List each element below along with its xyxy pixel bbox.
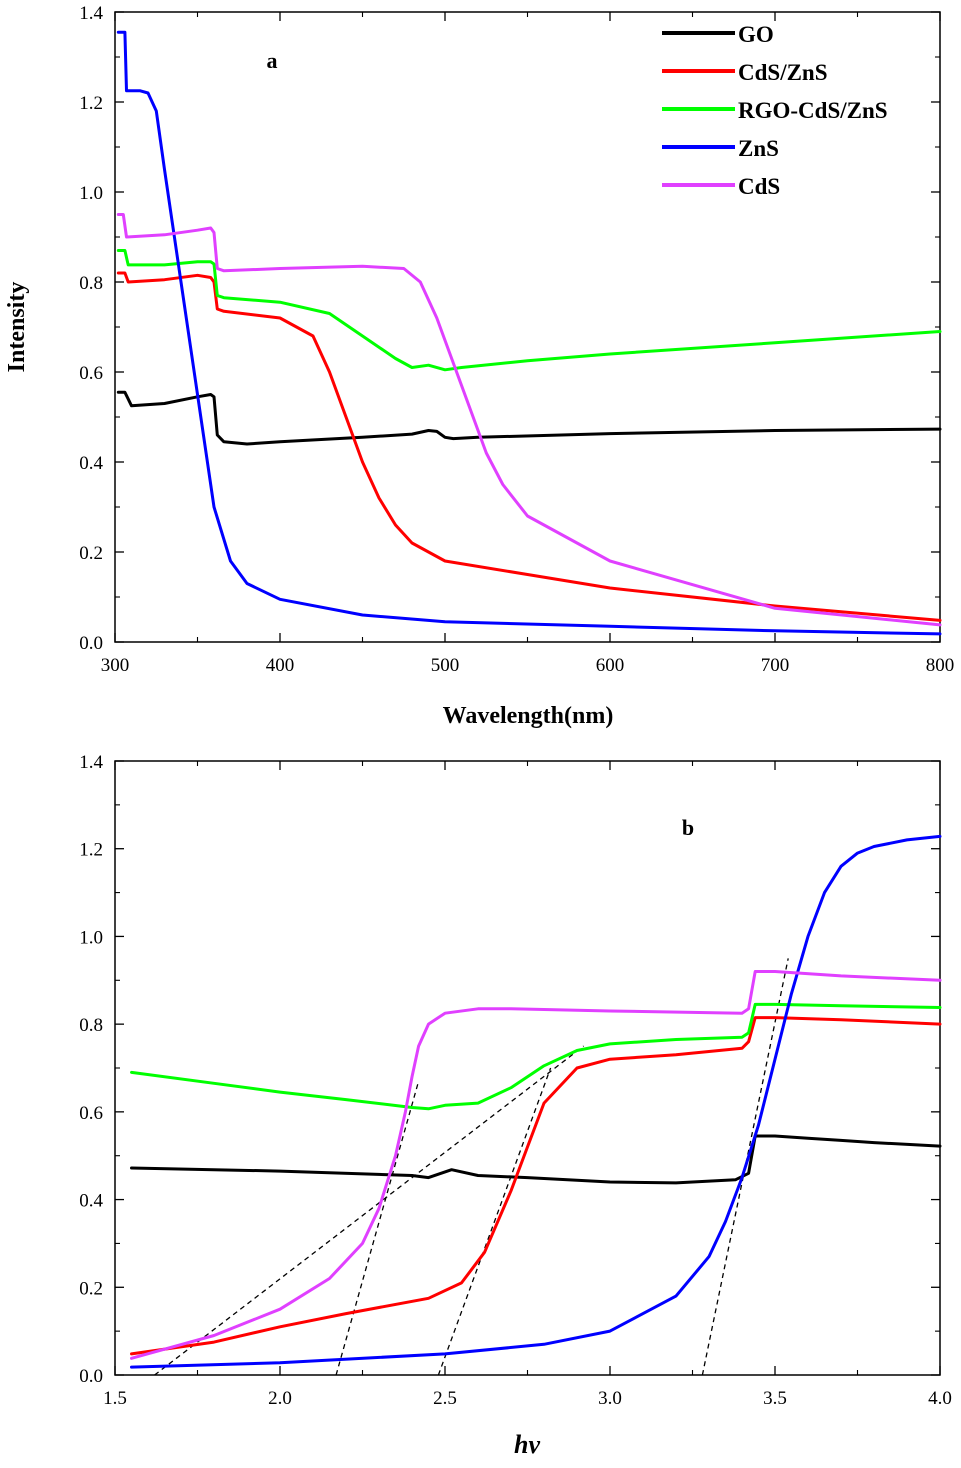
- x-tick-label: 300: [101, 655, 130, 676]
- x-tick-label: 2.0: [268, 1388, 292, 1409]
- series-go-line: [130, 1134, 942, 1185]
- legend-label-cds: CdS: [738, 174, 780, 199]
- y-tick-label: 0.0: [79, 633, 103, 654]
- series-b: [130, 834, 942, 1369]
- series-cds-zns-line: [130, 1016, 942, 1356]
- legend-label-cds-zns: CdS/ZnS: [738, 60, 828, 85]
- y-tick-label: 0.0: [79, 1366, 103, 1387]
- y-tick-label: 0.8: [79, 1015, 103, 1036]
- panel-b: 1.5 2.0 2.5 3.0 3.5 4.0 0.0 0.2 0.4 0.6 0.8 1.0 1.2 1…: [79, 752, 952, 1459]
- y-tick-label: 0.4: [79, 1191, 103, 1212]
- x-axis-title-b: hv: [514, 1430, 540, 1459]
- series-cds-zns-line: [116, 271, 942, 622]
- series-rgo-cds-zns-line: [130, 1002, 942, 1111]
- x-tick-label: 700: [761, 655, 790, 676]
- y-axis-title-a: Intensity: [4, 282, 30, 373]
- x-tick-label: 600: [596, 655, 625, 676]
- plot-frame-b: [114, 760, 941, 1376]
- x-tick-label: 2.5: [433, 1388, 457, 1409]
- series-zns-line: [130, 834, 942, 1369]
- x-tick-label: 500: [431, 655, 460, 676]
- x-tick-label: 800: [926, 655, 955, 676]
- y-tick-label: 1.4: [79, 3, 103, 24]
- y-tick-label: 0.6: [79, 1103, 103, 1124]
- x-tick-label: 4.0: [928, 1388, 952, 1409]
- series-go-line: [116, 390, 942, 446]
- x-tick-label: 400: [266, 655, 295, 676]
- y-tick-label: 1.0: [79, 927, 103, 948]
- series-zns-line: [116, 30, 942, 636]
- series-a: [116, 30, 942, 636]
- series-cds-line: [116, 213, 942, 627]
- x-tick-label: 3.0: [598, 1388, 622, 1409]
- legend-label-rgo-cds-zns: RGO-CdS/ZnS: [738, 98, 888, 123]
- y-tick-label: 0.2: [79, 543, 103, 564]
- panel-label-b: b: [682, 815, 694, 840]
- panel-label-a: a: [267, 48, 278, 73]
- panel-a: 300 400 500 600 700 800 0.0 0.2 0.4 0.6 0.8 1.0 1.2 1…: [4, 3, 954, 729]
- legend-label-zns: ZnS: [738, 136, 779, 161]
- y-tick-label: 1.2: [79, 93, 103, 114]
- legend-label-go: GO: [738, 22, 774, 47]
- series-rgo-cds-zns-line: [116, 249, 942, 372]
- y-tick-label: 0.8: [79, 273, 103, 294]
- tangent-cds-zns: [437, 1067, 552, 1376]
- ticks-a: [114, 11, 941, 643]
- tick-labels-a: 300 400 500 600 700 800 0.0 0.2 0.4 0.6 0.8 1.0 1.2 1…: [79, 3, 954, 676]
- legend: GO CdS/ZnS RGO-CdS/ZnS ZnS CdS: [662, 22, 888, 199]
- y-tick-label: 1.2: [79, 840, 103, 861]
- tangent-zns: [701, 958, 789, 1376]
- y-tick-label: 0.4: [79, 453, 103, 474]
- ticks-b: [114, 760, 941, 1376]
- tangent-cds: [335, 1080, 420, 1376]
- x-tick-label: 3.5: [763, 1388, 787, 1409]
- tangent-rgo: [154, 1045, 584, 1376]
- tick-labels-b: 1.5 2.0 2.5 3.0 3.5 4.0 0.0 0.2 0.4 0.6 0.8 1.0 1.2 1…: [79, 752, 952, 1409]
- series-cds-line: [130, 970, 942, 1360]
- y-tick-label: 0.2: [79, 1278, 103, 1299]
- x-tick-label: 1.5: [103, 1388, 127, 1409]
- tangent-lines-b: [154, 958, 789, 1376]
- y-tick-label: 1.4: [79, 752, 103, 773]
- y-tick-label: 0.6: [79, 363, 103, 384]
- y-tick-label: 1.0: [79, 183, 103, 204]
- x-axis-title-a: Wavelength(nm): [443, 703, 614, 729]
